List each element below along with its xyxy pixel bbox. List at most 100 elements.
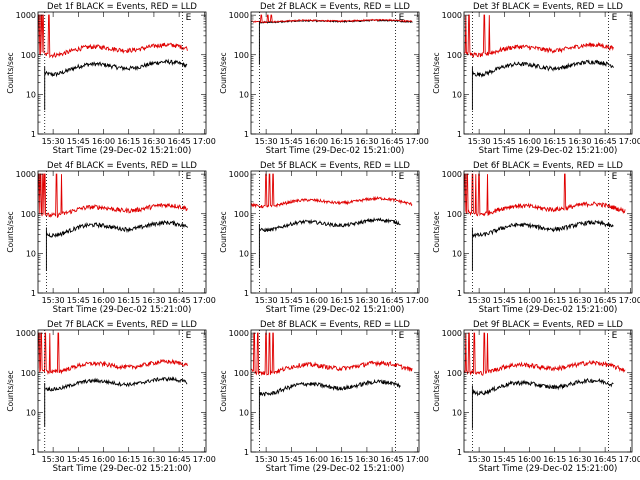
x-tick-label: 16:15 (117, 137, 140, 146)
y-tick-label: 1 (244, 289, 249, 298)
x-tick-label: 16:45 (381, 296, 404, 305)
x-tick-label: 15:30 (42, 455, 65, 464)
y-axis-label: Counts/sec (6, 52, 15, 93)
plot-frame (250, 170, 420, 294)
y-tick-label: 100 (21, 51, 36, 60)
y-tick-label: 1 (457, 289, 462, 298)
x-tick-label: 15:45 (493, 137, 516, 146)
plot-title: Det 4f BLACK = Events, RED = LLD (47, 161, 197, 171)
y-tick-label: 1 (31, 130, 36, 139)
y-tick-label: 10 (452, 408, 462, 417)
x-axis-label: Start Time (29-Dec-02 15:21:00) (53, 464, 192, 474)
x-tick-label: 16:15 (117, 455, 140, 464)
x-tick-label: 17:00 (619, 137, 640, 146)
x-tick-label: 15:45 (280, 455, 303, 464)
x-tick-label: 17:00 (193, 137, 216, 146)
y-tick-label: 1 (31, 448, 36, 457)
x-tick-label: 16:45 (381, 455, 404, 464)
events-series-line (44, 376, 188, 427)
y-tick-label: 100 (234, 210, 249, 219)
events-series-line (258, 19, 413, 65)
x-tick-label: 16:15 (330, 137, 353, 146)
y-axis-label: Counts/sec (219, 211, 228, 252)
lld-series-line (464, 14, 614, 58)
plot-frame (37, 329, 207, 453)
x-tick-label: 16:00 (92, 137, 115, 146)
event-marker-label: E (612, 172, 618, 182)
y-tick-label: 1000 (442, 170, 462, 179)
event-marker-label: E (186, 172, 192, 182)
x-axis-label: Start Time (29-Dec-02 15:21:00) (53, 146, 192, 156)
events-series-line (471, 59, 614, 111)
x-tick-label: 15:30 (468, 455, 491, 464)
x-tick-label: 16:00 (518, 455, 541, 464)
events-series-line (471, 377, 614, 429)
x-tick-label: 16:00 (305, 137, 328, 146)
x-tick-label: 17:00 (406, 455, 429, 464)
plot-title: Det 6f BLACK = Events, RED = LLD (473, 161, 623, 171)
x-tick-label: 16:30 (568, 296, 591, 305)
lld-series-line (251, 173, 413, 209)
lld-series-line (464, 173, 626, 217)
x-axis-label: Start Time (29-Dec-02 15:21:00) (266, 305, 405, 315)
x-tick-label: 16:15 (543, 296, 566, 305)
x-tick-label: 15:30 (468, 137, 491, 146)
event-marker-label: E (186, 13, 192, 23)
x-tick-label: 15:30 (42, 137, 65, 146)
data-layer (38, 173, 188, 271)
event-marker-label: E (612, 331, 618, 341)
y-tick-label: 1000 (16, 11, 36, 20)
x-tick-label: 16:45 (168, 455, 191, 464)
y-tick-label: 1 (244, 130, 249, 139)
x-tick-label: 16:30 (142, 296, 165, 305)
data-layer (251, 332, 413, 430)
y-tick-label: 1000 (16, 170, 36, 179)
y-tick-label: 100 (234, 51, 249, 60)
event-marker-label: E (399, 13, 405, 23)
x-tick-label: 16:00 (518, 137, 541, 146)
plot-title: Det 2f BLACK = Events, RED = LLD (260, 2, 410, 12)
plot-title: Det 1f BLACK = Events, RED = LLD (47, 2, 197, 12)
x-tick-label: 17:00 (193, 455, 216, 464)
y-axis-label: Counts/sec (219, 52, 228, 93)
data-layer (464, 173, 626, 271)
x-axis-label: Start Time (29-Dec-02 15:21:00) (479, 146, 618, 156)
x-tick-label: 15:30 (42, 296, 65, 305)
y-tick-label: 10 (26, 249, 36, 258)
lld-series-line (38, 14, 188, 59)
lld-series-line (38, 332, 188, 376)
event-marker-label: E (612, 13, 618, 23)
x-tick-label: 15:45 (493, 296, 516, 305)
x-tick-label: 16:15 (543, 137, 566, 146)
event-marker-label: E (186, 331, 192, 341)
y-tick-label: 10 (239, 408, 249, 417)
y-tick-label: 100 (447, 369, 462, 378)
plot-title: Det 9f BLACK = Events, RED = LLD (473, 320, 623, 330)
lld-series-line (38, 173, 188, 219)
x-tick-label: 16:45 (168, 137, 191, 146)
lld-series-line (251, 14, 413, 24)
x-tick-label: 15:45 (280, 137, 303, 146)
data-layer (251, 173, 413, 268)
x-axis-label: Start Time (29-Dec-02 15:21:00) (266, 146, 405, 156)
y-tick-label: 100 (21, 210, 36, 219)
y-tick-label: 1000 (229, 11, 249, 20)
event-marker-label: E (399, 331, 405, 341)
plot-frame (463, 11, 633, 135)
x-axis-label: Start Time (29-Dec-02 15:21:00) (53, 305, 192, 315)
x-tick-label: 15:30 (255, 455, 278, 464)
events-series-line (471, 219, 614, 271)
events-series-line (45, 219, 188, 271)
data-layer (251, 14, 413, 65)
x-tick-label: 16:15 (330, 455, 353, 464)
x-tick-label: 15:30 (468, 296, 491, 305)
x-tick-label: 17:00 (619, 455, 640, 464)
y-tick-label: 1 (457, 448, 462, 457)
event-marker-label: E (399, 172, 405, 182)
x-tick-label: 16:45 (594, 137, 617, 146)
y-axis-label: Counts/sec (432, 211, 441, 252)
